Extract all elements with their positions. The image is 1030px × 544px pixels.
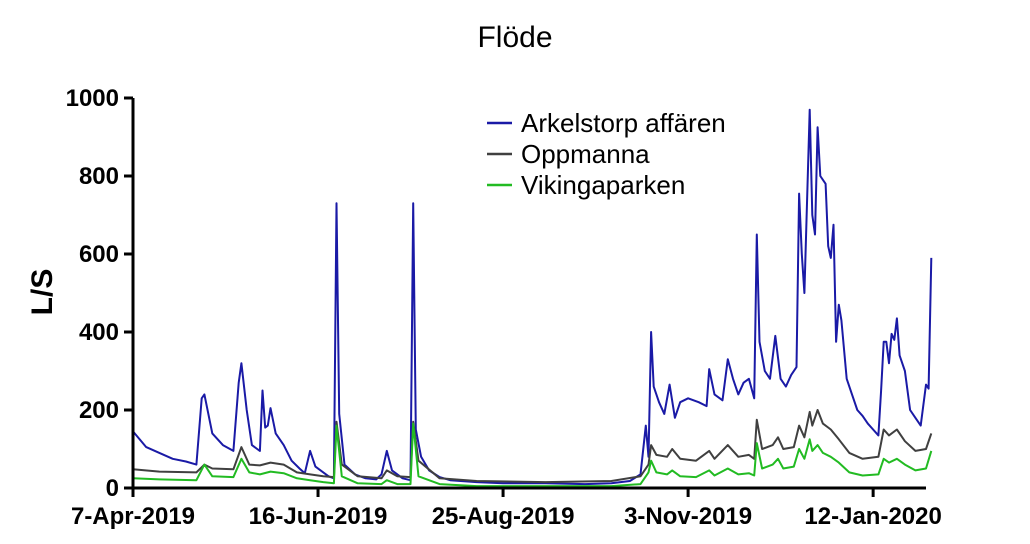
y-tick-label: 200 bbox=[79, 397, 119, 424]
x-tick-label: 12-Jan-2020 bbox=[804, 503, 941, 530]
series-line-0 bbox=[132, 108, 933, 486]
y-tick-label: 800 bbox=[79, 163, 119, 190]
series-line-1 bbox=[132, 409, 933, 484]
y-ticks: 0 200 400 600 800 1000 bbox=[66, 85, 133, 502]
series-layer bbox=[132, 108, 933, 488]
y-tick-label: 600 bbox=[79, 241, 119, 268]
legend-label-2: Vikingaparken bbox=[521, 170, 685, 200]
x-tick-label: 25-Aug-2019 bbox=[432, 503, 575, 530]
axes-layer bbox=[131, 98, 926, 490]
y-tick-label: 400 bbox=[79, 319, 119, 346]
x-tick-label: 7-Apr-2019 bbox=[71, 503, 195, 530]
y-axis-label: L/S bbox=[26, 269, 59, 316]
chart-title: Flöde bbox=[477, 21, 552, 54]
x-tick-label: 16-Jun-2019 bbox=[249, 503, 388, 530]
series-line-2 bbox=[132, 422, 933, 488]
legend-label-0: Arkelstorp affären bbox=[521, 108, 726, 138]
y-tick-label: 0 bbox=[106, 475, 119, 502]
legend-label-1: Oppmanna bbox=[521, 139, 650, 169]
x-tick-label: 3-Nov-2019 bbox=[624, 503, 752, 530]
y-tick-label: 1000 bbox=[66, 85, 119, 112]
x-ticks: 7-Apr-2019 16-Jun-2019 25-Aug-2019 3-Nov-20… bbox=[71, 488, 942, 530]
